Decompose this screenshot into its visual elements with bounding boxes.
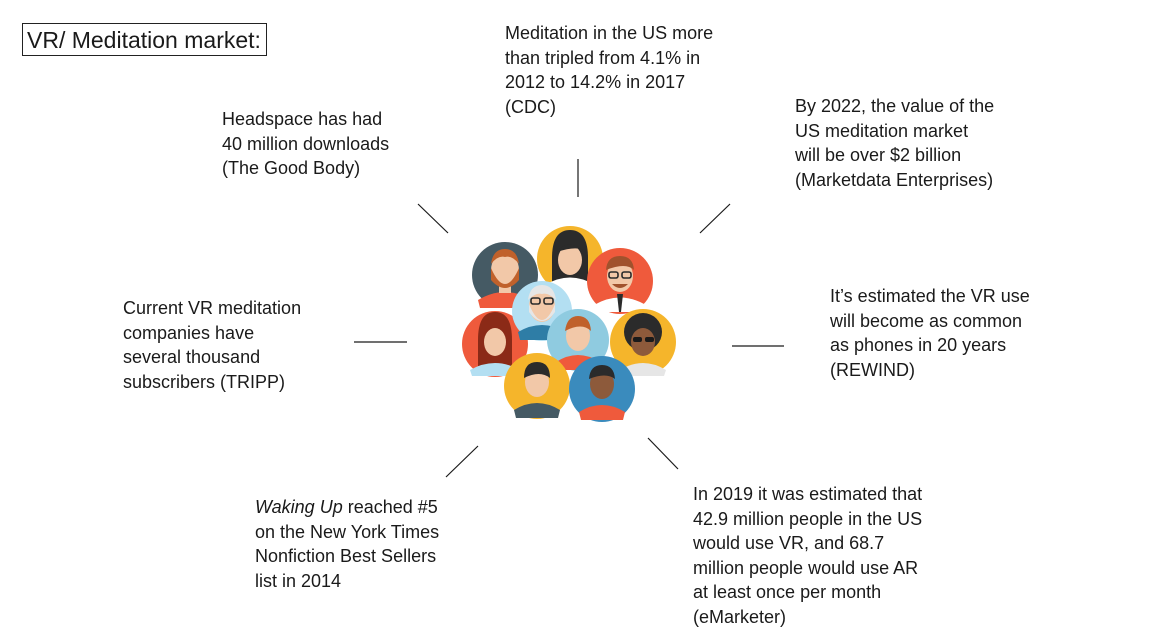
fact-line: It’s estimated the VR use	[830, 286, 1030, 306]
fact-line: 42.9 million people in the US	[693, 508, 923, 529]
fact-current-vr-companies: Current VR meditation companies have sev…	[123, 296, 301, 394]
fact-meditation-growth: Meditation in the US more than tripled f…	[505, 21, 713, 119]
fact-line: (CDC)	[505, 96, 556, 117]
fact-line: (eMarketer)	[693, 606, 787, 627]
avatar-glasses-man	[587, 248, 653, 314]
fact-line: 40 million downloads	[222, 133, 390, 154]
fact-line: several thousand	[123, 347, 261, 367]
avatar-dark-skin-man	[569, 356, 635, 422]
fact-vr-ar-users: In 2019 it was estimated that 42.9 milli…	[693, 482, 922, 629]
fact-line: 2012 to 14.2% in 2017	[505, 72, 686, 92]
connector-top-left	[417, 203, 449, 234]
fact-line: (The Good Body)	[222, 158, 361, 178]
fact-line: US meditation market	[795, 120, 969, 141]
avatar-boy	[504, 353, 570, 419]
connector-bottom-left	[445, 445, 479, 478]
fact-line: Meditation in the US more	[505, 23, 714, 43]
fact-line: than tripled from 4.1% in	[505, 47, 701, 68]
fact-line: In 2019 it was estimated that	[693, 484, 923, 504]
fact-headspace-downloads: Headspace has had 40 million downloads (…	[222, 107, 389, 181]
fact-line: would use VR, and 68.7	[693, 533, 885, 553]
page-title: VR/ Meditation market:	[22, 23, 267, 56]
fact-line: will become as common	[830, 310, 1023, 331]
fact-line: (REWIND)	[830, 359, 915, 380]
fact-line: Current VR meditation	[123, 298, 302, 318]
fact-vr-like-phones: It’s estimated the VR use will become as…	[830, 284, 1030, 382]
connector-bottom-right	[647, 437, 679, 470]
fact-line: subscribers (TRIPP)	[123, 371, 286, 392]
avatar-curly-hair-person	[610, 309, 676, 376]
fact-waking-up-bestseller: Waking Up reached #5 on the New York Tim…	[255, 495, 439, 593]
book-title: Waking Up	[255, 497, 343, 517]
fact-line: Waking Up reached #5	[255, 495, 439, 520]
fact-line: Headspace has had	[222, 109, 383, 129]
avatar-red-hair-woman	[462, 311, 528, 377]
people-group-icon	[462, 226, 676, 422]
fact-line: Nonfiction Best Sellers	[255, 546, 437, 566]
fact-market-value: By 2022, the value of the US meditation …	[795, 94, 994, 192]
fact-line: at least once per month	[693, 582, 882, 602]
fact-line: list in 2014	[255, 570, 342, 591]
fact-line: (Marketdata Enterprises)	[795, 169, 994, 190]
connector-top-right	[699, 203, 731, 234]
fact-line: By 2022, the value of the	[795, 96, 995, 116]
fact-line: million people would use AR	[693, 557, 919, 578]
fact-line: will be over $2 billion	[795, 145, 962, 165]
fact-line-rest: reached #5	[342, 497, 438, 517]
fact-line: as phones in 20 years	[830, 335, 1007, 355]
fact-line: companies have	[123, 322, 255, 343]
fact-line: on the New York Times	[255, 521, 440, 542]
